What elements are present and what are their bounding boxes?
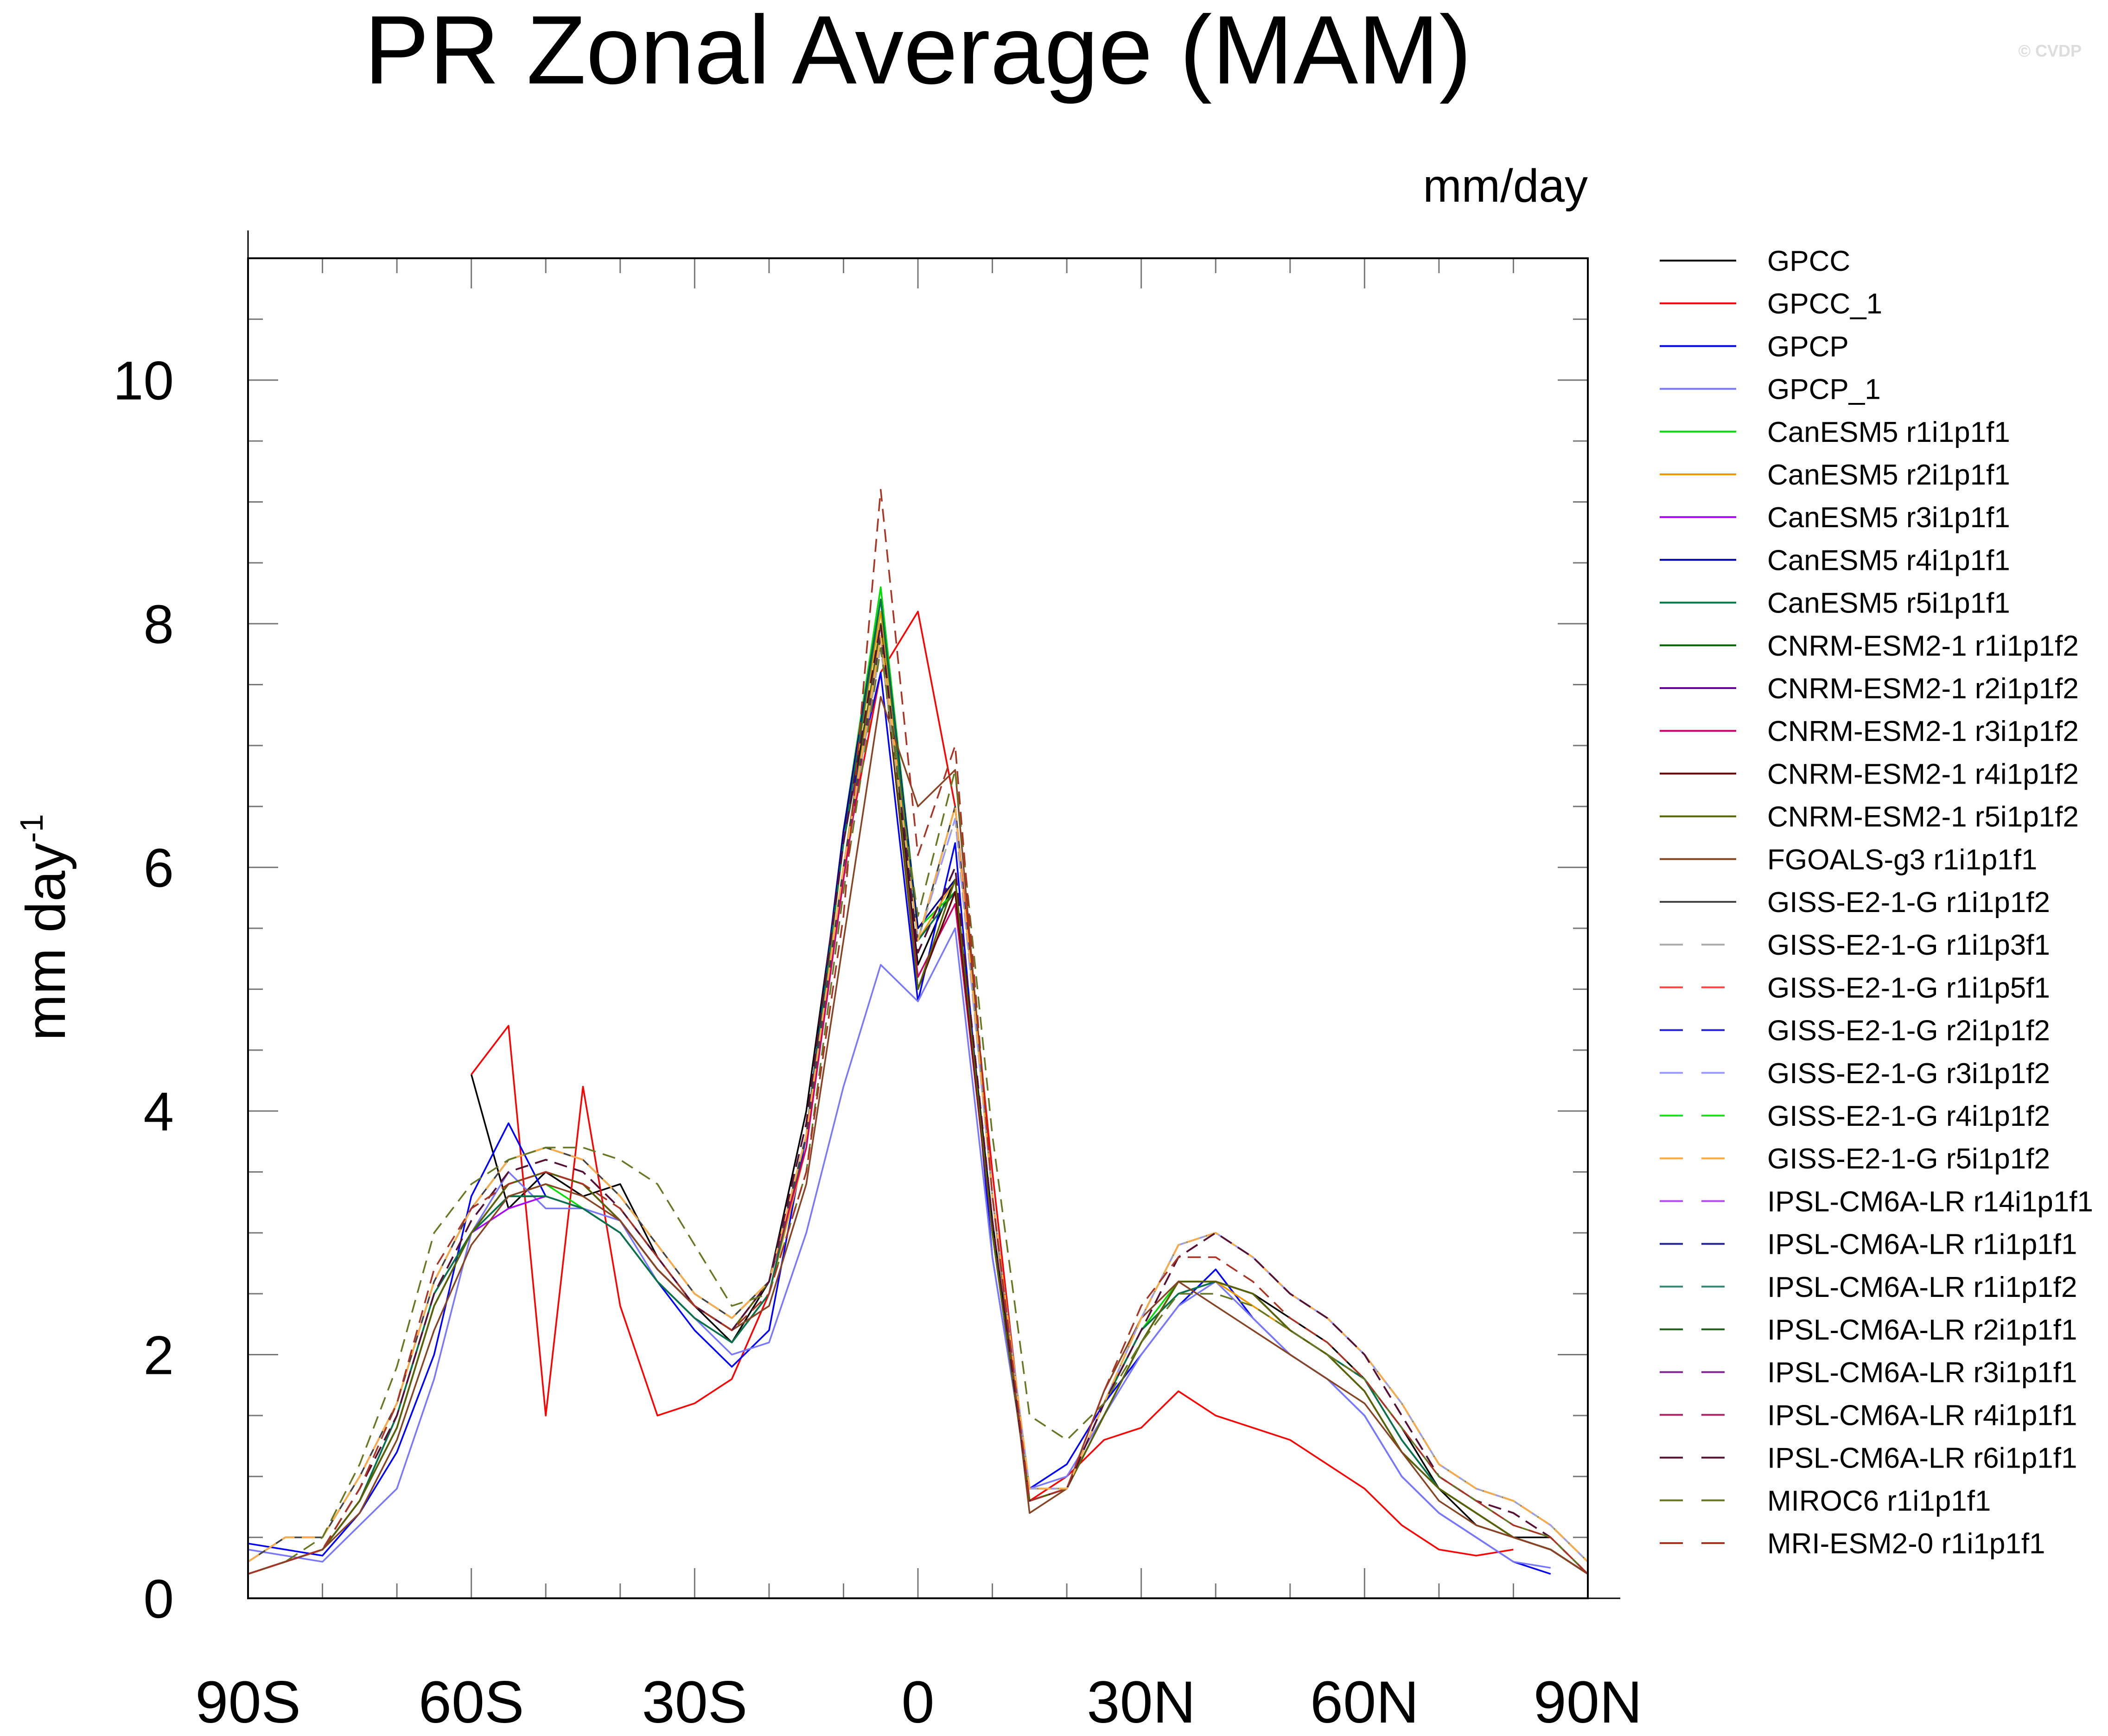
legend-item: MIROC6 r1i1p1f1 — [1660, 1485, 1991, 1517]
x-ticks: 90S 60S 30S 0 30N 60N 90N — [195, 1669, 1642, 1736]
legend-item: IPSL-CM6A-LR r3i1p1f1 — [1660, 1357, 2077, 1389]
legend-label: IPSL-CM6A-LR r2i1p1f1 — [1767, 1314, 2077, 1346]
legend-label: IPSL-CM6A-LR r4i1p1f1 — [1767, 1399, 2077, 1431]
legend-label: CanESM5 r3i1p1f1 — [1767, 502, 2010, 534]
legend-label: GPCP — [1767, 331, 1849, 363]
x-tick-label: 0 — [901, 1669, 934, 1736]
y-axis-label: mm day-1 — [13, 814, 77, 1041]
x-tick-label: 60N — [1310, 1669, 1419, 1736]
series-line-3 — [248, 927, 1551, 1569]
y-ticks: 0 2 4 6 8 10 — [113, 351, 174, 1630]
legend-label: CNRM-ESM2-1 r4i1p1f2 — [1767, 758, 2079, 790]
series-line-28 — [248, 623, 1589, 1575]
legend-label: MRI-ESM2-0 r1i1p1f1 — [1767, 1528, 2045, 1560]
legend-item: CanESM5 r2i1p1f1 — [1660, 459, 2010, 491]
x-tick-label: 60S — [419, 1669, 524, 1736]
legend-label: IPSL-CM6A-LR r3i1p1f1 — [1767, 1357, 2077, 1389]
legend-label: IPSL-CM6A-LR r14i1p1f1 — [1767, 1186, 2093, 1218]
legend-item: CNRM-ESM2-1 r3i1p1f2 — [1660, 715, 2079, 747]
svg-text:mm day-1: mm day-1 — [13, 814, 77, 1041]
legend-label: IPSL-CM6A-LR r1i1p1f2 — [1767, 1271, 2077, 1303]
x-tick-label: 90N — [1534, 1669, 1643, 1736]
legend-item: FGOALS-g3 r1i1p1f1 — [1660, 844, 2037, 876]
legend-item: CNRM-ESM2-1 r4i1p1f2 — [1660, 758, 2079, 790]
x-tick-label: 90S — [195, 1669, 301, 1736]
legend-label: CNRM-ESM2-1 r2i1p1f2 — [1767, 673, 2079, 705]
legend-label: GPCC_1 — [1767, 288, 1882, 320]
legend-item: GISS-E2-1-G r3i1p1f2 — [1660, 1058, 2050, 1090]
legend-item: GISS-E2-1-G r5i1p1f2 — [1660, 1143, 2050, 1175]
legend-label: GPCP_1 — [1767, 374, 1881, 406]
legend-label: CNRM-ESM2-1 r5i1p1f2 — [1767, 801, 2079, 833]
legend-item: IPSL-CM6A-LR r4i1p1f1 — [1660, 1399, 2077, 1431]
y-axis-label-superscript: -1 — [13, 814, 50, 843]
legend-item: GISS-E2-1-G r4i1p1f2 — [1660, 1100, 2050, 1132]
legend-label: CanESM5 r1i1p1f1 — [1767, 416, 2010, 448]
legend-label: IPSL-CM6A-LR r6i1p1f1 — [1767, 1442, 2077, 1474]
minor-ticks — [247, 257, 1589, 1599]
legend-item: GPCC — [1660, 245, 1850, 277]
legend-label: FGOALS-g3 r1i1p1f1 — [1767, 844, 2037, 876]
legend-item: GISS-E2-1-G r1i1p5f1 — [1660, 972, 2050, 1004]
legend-item: GISS-E2-1-G r1i1p3f1 — [1660, 929, 2050, 961]
legend-item: IPSL-CM6A-LR r6i1p1f1 — [1660, 1442, 2077, 1474]
legend-label: CanESM5 r2i1p1f1 — [1767, 459, 2010, 491]
legend-item: CNRM-ESM2-1 r2i1p1f2 — [1660, 673, 2079, 705]
series-line-14 — [248, 696, 1588, 1575]
legend-item: GISS-E2-1-G r2i1p1f2 — [1660, 1015, 2050, 1047]
legend-item: CNRM-ESM2-1 r5i1p1f2 — [1660, 801, 2079, 833]
legend-label: CNRM-ESM2-1 r3i1p1f2 — [1767, 715, 2079, 747]
y-tick-label: 4 — [143, 1081, 174, 1142]
x-tick-label: 30N — [1087, 1669, 1196, 1736]
legend-label: GPCC — [1767, 245, 1850, 277]
legend-item: IPSL-CM6A-LR r2i1p1f1 — [1660, 1314, 2077, 1346]
y-tick-label: 8 — [143, 594, 174, 655]
watermark: © CVDP — [2018, 41, 2082, 60]
legend-label: GISS-E2-1-G r1i1p5f1 — [1767, 972, 2050, 1004]
x-tick-label: 30S — [642, 1669, 747, 1736]
chart-title: PR Zonal Average (MAM) — [364, 0, 1472, 104]
y-tick-label: 2 — [143, 1325, 174, 1386]
legend: GPCC GPCC_1 GPCP GPCP_1 CanESM5 r1i1p1f1 CanE… — [1660, 245, 2093, 1560]
series-line-30 — [248, 489, 1589, 1575]
legend-item: GPCP_1 — [1660, 374, 1881, 406]
series-line-1 — [471, 611, 1514, 1557]
legend-item: GPCP — [1660, 331, 1849, 363]
legend-label: GISS-E2-1-G r1i1p3f1 — [1767, 929, 2050, 961]
y-tick-label: 10 — [113, 351, 174, 412]
legend-item: CanESM5 r3i1p1f1 — [1660, 502, 2010, 534]
series-line-21 — [248, 635, 1589, 1563]
legend-label: GISS-E2-1-G r5i1p1f2 — [1767, 1143, 2050, 1175]
legend-label: IPSL-CM6A-LR r1i1p1f1 — [1767, 1229, 2077, 1261]
legend-label: GISS-E2-1-G r1i1p1f2 — [1767, 887, 2050, 919]
legend-item: MRI-ESM2-0 r1i1p1f1 — [1660, 1528, 2045, 1560]
legend-item: CanESM5 r4i1p1f1 — [1660, 544, 2010, 576]
legend-label: GISS-E2-1-G r3i1p1f2 — [1767, 1058, 2050, 1090]
units-label: mm/day — [1423, 160, 1588, 212]
legend-item: CanESM5 r5i1p1f1 — [1660, 587, 2010, 619]
legend-label: GISS-E2-1-G r2i1p1f2 — [1767, 1015, 2050, 1047]
legend-label: MIROC6 r1i1p1f1 — [1767, 1485, 1991, 1517]
y-tick-label: 6 — [143, 838, 174, 899]
y-tick-label: 0 — [143, 1569, 174, 1630]
legend-label: CanESM5 r5i1p1f1 — [1767, 587, 2010, 619]
series-layer — [248, 489, 1589, 1575]
series-line-29 — [248, 647, 1589, 1575]
legend-item: IPSL-CM6A-LR r14i1p1f1 — [1660, 1186, 2093, 1218]
legend-label: CNRM-ESM2-1 r1i1p1f2 — [1767, 630, 2079, 662]
legend-item: IPSL-CM6A-LR r1i1p1f2 — [1660, 1271, 2077, 1303]
legend-item: GISS-E2-1-G r1i1p1f2 — [1660, 887, 2050, 919]
y-axis-label-text: mm day — [15, 843, 77, 1041]
legend-item: CNRM-ESM2-1 r1i1p1f2 — [1660, 630, 2079, 662]
legend-item: CanESM5 r1i1p1f1 — [1660, 416, 2010, 448]
legend-label: GISS-E2-1-G r4i1p1f2 — [1767, 1100, 2050, 1132]
legend-label: CanESM5 r4i1p1f1 — [1767, 544, 2010, 576]
legend-item: IPSL-CM6A-LR r1i1p1f1 — [1660, 1229, 2077, 1261]
series-line-13 — [248, 623, 1588, 1575]
legend-item: GPCC_1 — [1660, 288, 1882, 320]
